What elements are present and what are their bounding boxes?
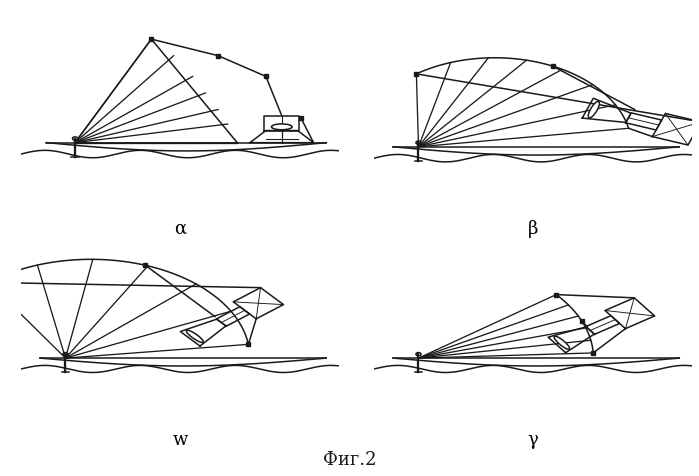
- Text: w: w: [173, 431, 187, 449]
- Text: Фиг.2: Фиг.2: [323, 451, 376, 469]
- Text: β: β: [528, 220, 538, 238]
- Text: α: α: [174, 220, 186, 238]
- Ellipse shape: [271, 124, 292, 130]
- Ellipse shape: [187, 330, 203, 343]
- Text: γ: γ: [528, 431, 538, 449]
- Ellipse shape: [589, 101, 600, 118]
- Ellipse shape: [554, 336, 570, 349]
